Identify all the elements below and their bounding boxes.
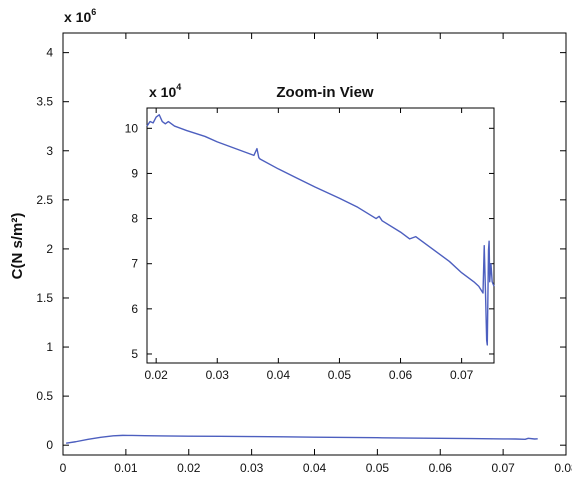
inset-x-tick-label: 0.03 — [206, 368, 230, 382]
main-y-tick-label: 0.5 — [36, 389, 53, 403]
inset-x-tick-label: 0.06 — [389, 368, 413, 382]
main-series-line — [66, 434, 538, 444]
main-series-group — [66, 434, 538, 444]
inset-y-multiplier-base: x 10 — [149, 84, 176, 100]
inset-x-tick-label: 0.05 — [328, 368, 352, 382]
main-x-tick-label: 0.02 — [177, 461, 201, 475]
main-y-multiplier-exp: 6 — [91, 7, 96, 17]
main-y-tick-label: 0 — [46, 438, 53, 452]
main-y-tick-label: 4 — [46, 46, 53, 60]
main-y-tick-label: 3.5 — [36, 95, 53, 109]
inset-y-tick-label: 5 — [131, 347, 138, 361]
inset-y-multiplier: x 104 — [149, 82, 181, 100]
inset-y-multiplier-exp: 4 — [176, 82, 181, 92]
inset-y-tick-label: 8 — [131, 212, 138, 226]
main-y-multiplier: x 106 — [64, 7, 96, 25]
main-y-tick-label: 1.5 — [36, 291, 53, 305]
inset-y-tick-label: 9 — [131, 166, 138, 180]
main-x-tick-label: 0.01 — [114, 461, 138, 475]
inset-axis-ticks: 0.02 0.03 0.04 0.05 0.06 0.07 5 6 7 8 9 10 — [125, 108, 494, 382]
main-x-tick-label: 0.05 — [366, 461, 390, 475]
main-x-tick-label: 0.04 — [303, 461, 327, 475]
main-x-tick-label: 0 — [60, 461, 67, 475]
inset-background — [147, 108, 494, 363]
main-y-tick-label: 2.5 — [36, 193, 53, 207]
inset-x-tick-label: 0.07 — [450, 368, 474, 382]
main-y-tick-label: 2 — [46, 242, 53, 256]
inset-x-tick-label: 0.02 — [144, 368, 168, 382]
main-y-multiplier-base: x 10 — [64, 9, 91, 25]
inset-y-tick-label: 7 — [131, 257, 138, 271]
main-x-tick-label: 0.08 — [554, 461, 572, 475]
main-y-tick-label: 1 — [46, 340, 53, 354]
main-axis-ticks: 0 0.01 0.02 0.03 0.04 0.05 0.06 0.07 0.08 0 0.5 1 1.… — [36, 33, 572, 475]
main-x-tick-label: 0.07 — [491, 461, 515, 475]
inset-series-group — [146, 114, 495, 346]
main-y-tick-label: 3 — [46, 144, 53, 158]
inset-title: Zoom-in View — [276, 84, 374, 101]
main-x-tick-label: 0.06 — [429, 461, 453, 475]
main-y-axis-label: C(N s/m²) — [9, 213, 26, 280]
inset-series-line — [146, 114, 495, 346]
inset-y-tick-label: 6 — [131, 302, 138, 316]
inset-x-tick-label: 0.04 — [267, 368, 291, 382]
inset-y-tick-label: 10 — [125, 121, 139, 135]
inset-plot-frame — [146, 107, 495, 364]
main-x-tick-label: 0.03 — [240, 461, 264, 475]
